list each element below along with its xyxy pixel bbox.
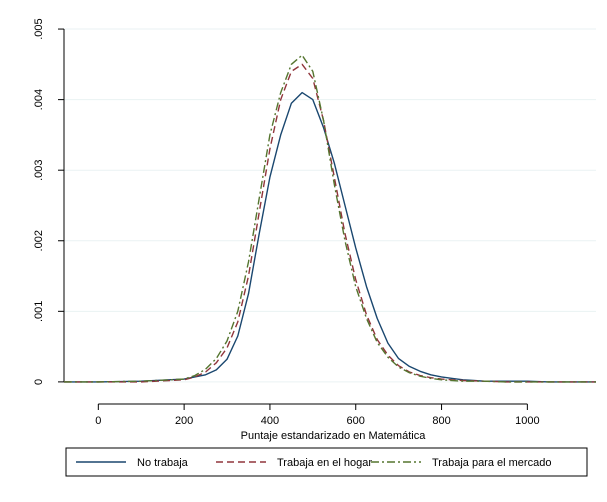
legend: No trabaja Trabaja en el hogar Trabaja par… [65,447,588,477]
x-tick-label-0: 0 [95,415,101,427]
y-tick-label-4: .004 [33,89,45,110]
x-tick-label-5: 1000 [515,415,539,427]
series-lines [64,54,596,383]
y-tick-label-3: .003 [33,159,45,180]
x-tick-label-2: 400 [261,415,279,427]
series-line-3 [64,54,596,383]
x-tick-label-3: 600 [347,415,365,427]
legend-label-3: Trabaja para el mercado [432,457,551,469]
legend-label-2: Trabaja en el hogar [277,457,372,469]
x-tick-label-1: 200 [175,415,193,427]
y-tick-label-1: .001 [33,301,45,322]
x-tick-label-4: 800 [432,415,450,427]
axes: 0 .001 .002 .003 .004 .005 0 200 400 600 800 1000 [33,18,540,427]
x-axis-label: Puntaje estandarizado en Matemática [241,430,427,442]
legend-label-1: No trabaja [137,457,189,469]
legend-box [65,447,588,477]
y-tick-label-0: 0 [33,379,45,385]
y-tick-label-2: .002 [33,230,45,251]
y-tick-label-5: .005 [33,18,45,39]
